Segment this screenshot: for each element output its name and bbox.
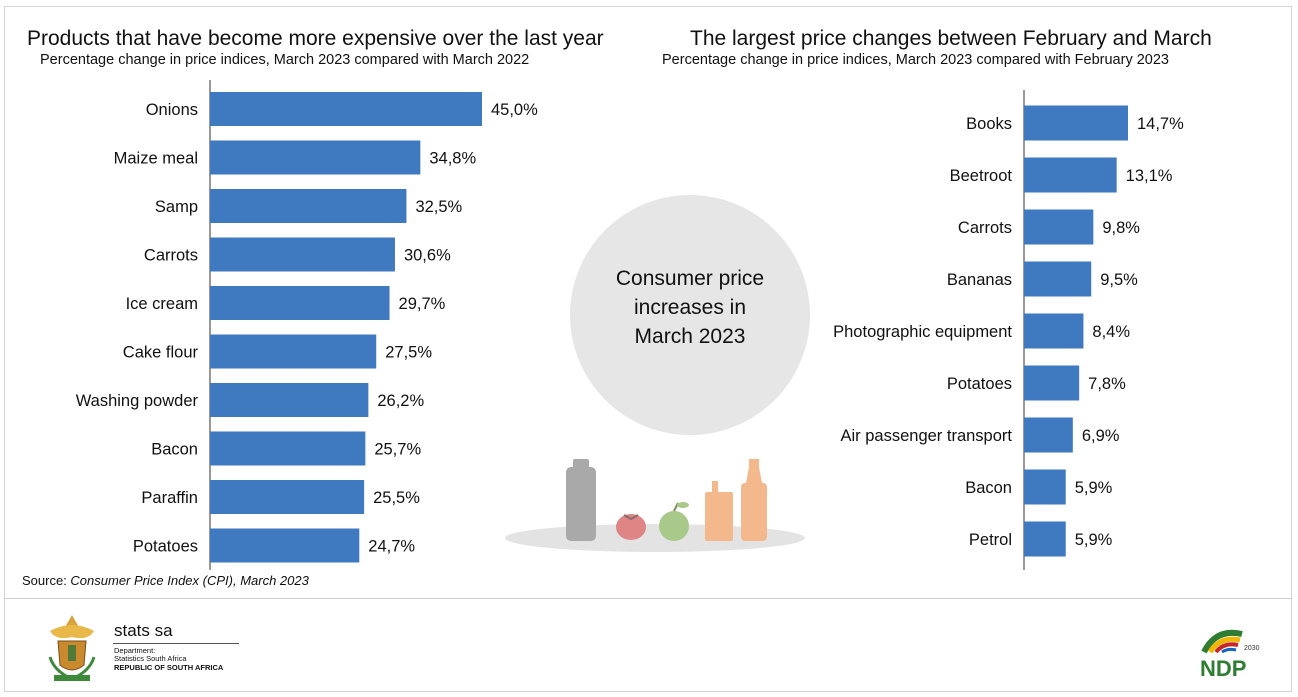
bar: [210, 286, 390, 320]
grocery-illustration: [505, 459, 805, 552]
value-label: 29,7%: [399, 295, 446, 313]
category-label: Potatoes: [947, 375, 1012, 393]
apple-icon: [659, 502, 689, 541]
bar: [1024, 105, 1128, 141]
bar: [210, 480, 365, 514]
category-label: Carrots: [144, 247, 198, 265]
right-chart-title: The largest price changes between Februa…: [690, 27, 1212, 50]
bar: [1024, 313, 1084, 349]
value-label: 24,7%: [368, 538, 415, 556]
bar: [210, 334, 377, 369]
center-caption-line2: increases in: [633, 296, 747, 319]
milk-jug-icon: [566, 459, 596, 541]
value-label: 5,9%: [1075, 531, 1113, 549]
category-label: Bacon: [965, 479, 1012, 497]
value-label: 25,7%: [374, 441, 421, 459]
infographic-frame: [4, 6, 1292, 692]
value-label: 27,5%: [385, 344, 432, 362]
left-chart-title: Products that have become more expensive…: [27, 27, 604, 50]
category-label: Cake flour: [123, 344, 199, 362]
bar: [1024, 157, 1117, 193]
category-label: Books: [966, 115, 1012, 133]
bar: [210, 140, 421, 175]
category-label: Maize meal: [114, 150, 198, 168]
stats-sa-wordmark: stats sa: [114, 621, 173, 640]
bar: [1024, 261, 1092, 297]
dept-line1: Department:: [114, 646, 156, 655]
value-label: 9,5%: [1100, 271, 1138, 289]
category-label: Samp: [155, 198, 198, 216]
bar: [210, 528, 360, 563]
value-label: 13,1%: [1126, 167, 1173, 185]
right-chart-subtitle: Percentage change in price indices, Marc…: [662, 52, 1169, 68]
bar: [210, 237, 395, 272]
bar: [210, 92, 482, 126]
dept-line2: Statistics South Africa: [114, 654, 187, 663]
value-label: 34,8%: [429, 150, 476, 168]
category-label: Beetroot: [950, 167, 1013, 185]
center-caption-line1: Consumer price: [615, 267, 765, 290]
bar: [1024, 209, 1094, 245]
value-label: 45,0%: [491, 101, 538, 119]
right-bar-chart: Books 14,7% Beetroot 13,1% Carrots 9,8% Banana…: [833, 90, 1184, 570]
value-label: 30,6%: [404, 247, 451, 265]
category-label: Air passenger transport: [840, 427, 1012, 445]
juice-box-icon: [705, 481, 733, 541]
category-label: Washing powder: [76, 392, 199, 410]
value-label: 5,9%: [1075, 479, 1113, 497]
value-label: 7,8%: [1088, 375, 1126, 393]
center-caption-line3: March 2023: [634, 325, 746, 348]
value-label: 8,4%: [1092, 323, 1130, 341]
value-label: 25,5%: [373, 489, 420, 507]
category-label: Petrol: [969, 531, 1012, 549]
center-caption: Consumer price increases in March 2023: [570, 264, 810, 351]
value-label: 32,5%: [415, 198, 462, 216]
category-label: Potatoes: [133, 538, 198, 556]
ndp-wordmark: NDP: [1200, 656, 1246, 681]
category-label: Bananas: [947, 271, 1012, 289]
ndp-logo-icon: 2030 NDP: [1200, 629, 1260, 681]
category-label: Ice cream: [126, 295, 198, 313]
coat-of-arms-icon: [48, 615, 96, 681]
value-label: 26,2%: [377, 392, 424, 410]
source-text: Consumer Price Index (CPI), March 2023: [70, 573, 309, 588]
dept-line3: REPUBLIC OF SOUTH AFRICA: [114, 663, 224, 672]
category-label: Bacon: [151, 441, 198, 459]
tomato-icon: [616, 514, 646, 540]
bar: [210, 431, 366, 466]
category-label: Onions: [146, 101, 198, 119]
footer-divider: [4, 598, 1292, 599]
bar: [1024, 469, 1066, 505]
bar: [1024, 417, 1073, 453]
value-label: 14,7%: [1137, 115, 1184, 133]
bar: [210, 189, 407, 223]
value-label: 6,9%: [1082, 427, 1120, 445]
bar: [1024, 521, 1066, 557]
source-note: Source: Consumer Price Index (CPI), Marc…: [22, 573, 309, 588]
logo-divider: [113, 643, 239, 644]
bar: [1024, 365, 1080, 401]
category-label: Carrots: [958, 219, 1012, 237]
value-label: 9,8%: [1102, 219, 1140, 237]
category-label: Photographic equipment: [833, 323, 1012, 341]
center-circle: [570, 195, 810, 435]
category-label: Paraffin: [141, 489, 198, 507]
left-bar-chart: Onions 45,0% Maize meal 34,8% Samp 32,5% Carro…: [76, 80, 538, 570]
ndp-year: 2030: [1244, 645, 1260, 652]
left-chart-subtitle: Percentage change in price indices, Marc…: [40, 52, 530, 68]
bar: [210, 383, 369, 417]
source-prefix: Source:: [22, 573, 71, 588]
bottle-icon: [741, 459, 767, 541]
